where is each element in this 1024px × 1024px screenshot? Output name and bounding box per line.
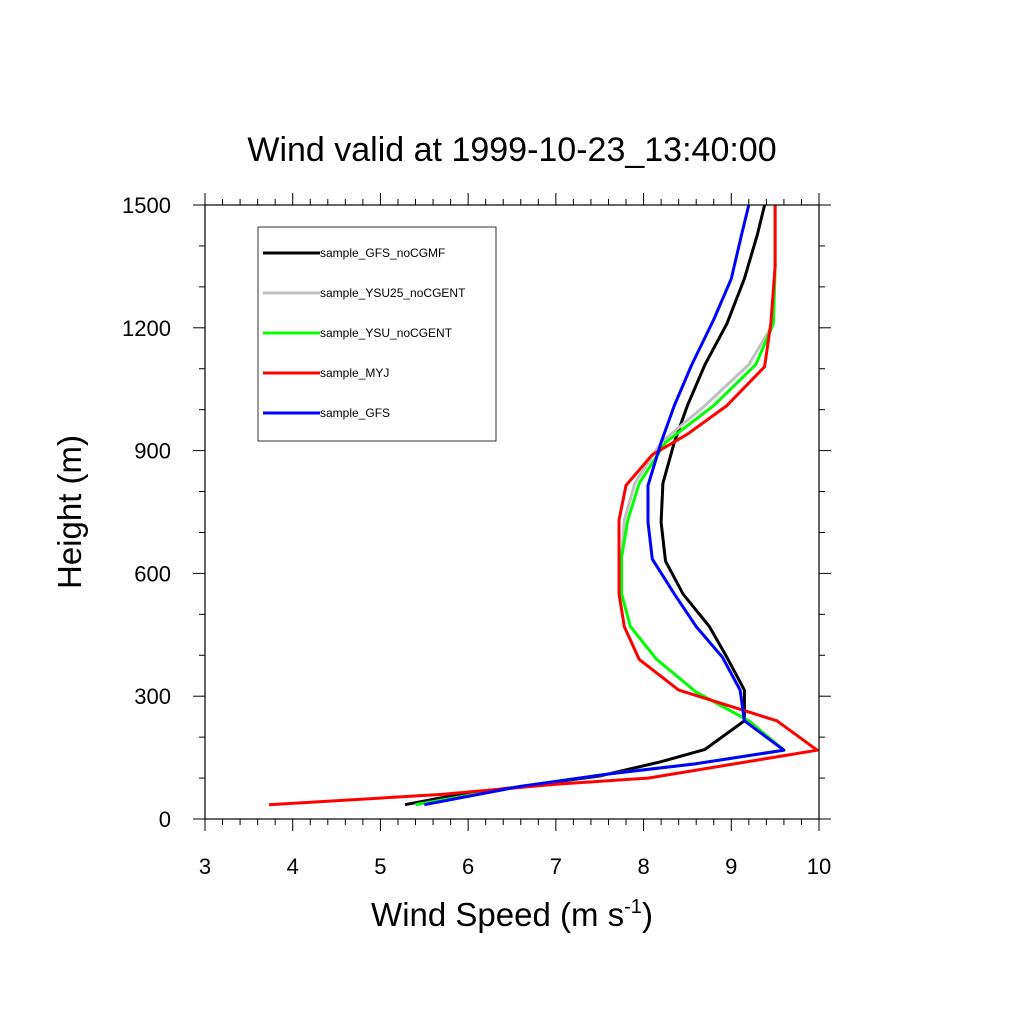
- x-tick-label: 9: [725, 854, 737, 879]
- axis-ticks: 3 4 5 6 7 8 9 10 0 300 600 900 1200 1500: [122, 193, 831, 879]
- legend-label-sample_YSU_noCGENT: sample_YSU_noCGENT: [320, 326, 453, 340]
- y-tick-label: 900: [134, 439, 171, 464]
- y-tick-label: 0: [159, 807, 171, 832]
- y-tick-label: 300: [134, 684, 171, 709]
- series-group: [268, 205, 819, 807]
- x-tick-label: 3: [199, 854, 211, 879]
- y-tick-label: 1500: [122, 193, 171, 218]
- x-axis-label: Wind Speed (m s-1): [371, 896, 653, 933]
- chart-title: Wind valid at 1999-10-23_13:40:00: [247, 131, 776, 169]
- x-tick-label: 10: [807, 854, 831, 879]
- x-axis-label-main: Wind Speed (m s: [371, 896, 624, 933]
- x-tick-label: 8: [637, 854, 649, 879]
- plot-area: [268, 205, 819, 807]
- legend-label-sample_GFS: sample_GFS: [320, 406, 390, 420]
- legend-label-sample_MYJ: sample_MYJ: [320, 366, 389, 380]
- legend-label-sample_YSU25_noCGENT: sample_YSU25_noCGENT: [320, 286, 466, 300]
- x-tick-label: 6: [462, 854, 474, 879]
- x-tick-label: 5: [374, 854, 386, 879]
- x-axis-label-superscript: -1: [624, 896, 642, 918]
- series-line-sample_MYJ: [268, 205, 819, 807]
- legend-items: sample_GFS_noCGMF sample_YSU25_noCGENTsam…: [263, 246, 466, 420]
- y-axis-label: Height (m): [51, 435, 88, 589]
- legend: sample_GFS_noCGMF sample_YSU25_noCGENTsam…: [257, 226, 497, 442]
- plot-frame: [204, 204, 820, 820]
- x-tick-label: 4: [287, 854, 299, 879]
- y-tick-label: 600: [134, 561, 171, 586]
- y-tick-label: 1200: [122, 316, 171, 341]
- series-line-sample_GFS: [424, 205, 786, 807]
- x-tick-label: 7: [550, 854, 562, 879]
- legend-label-sample_GFS_noCGMF: sample_GFS_noCGMF: [320, 246, 445, 260]
- x-axis-label-end: ): [642, 896, 653, 933]
